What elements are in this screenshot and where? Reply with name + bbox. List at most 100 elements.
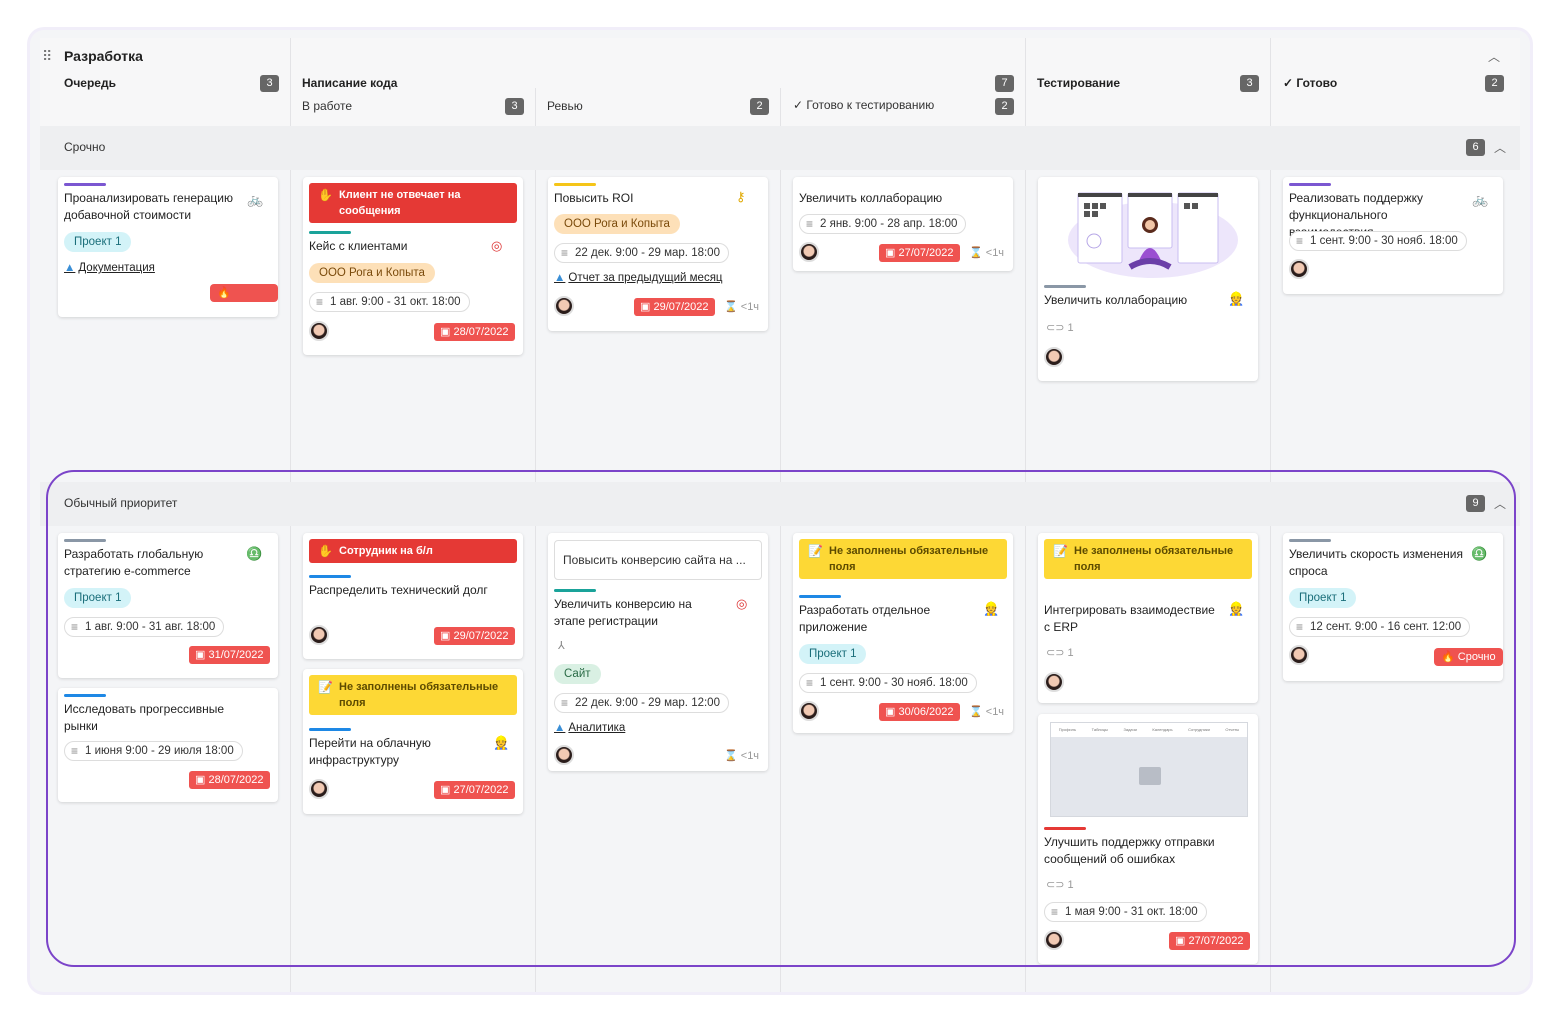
avatar[interactable] (1044, 347, 1064, 367)
chevron-up-icon[interactable]: ︿ (1494, 497, 1507, 511)
card-title: Увеличить конверсию на этапе регистрации (554, 597, 692, 628)
google-drive-icon: ▲ (64, 262, 76, 274)
color-stripe (309, 728, 351, 731)
calendar-icon: ▣ (195, 649, 209, 661)
subcolumn-title-review: Ревью (547, 99, 583, 113)
chevron-up-icon[interactable]: ︿ (1494, 141, 1507, 155)
card-title: Исследовать прогрессивные рынки (64, 702, 225, 733)
task-card[interactable]: Увеличить коллаборацию 👷 ⊂⊃ 1 (1038, 177, 1258, 381)
tag-chip[interactable]: Проект 1 (64, 232, 132, 252)
card-title: Улучшить поддержку отправки сообщений об… (1044, 835, 1215, 866)
calendar-icon: ▣ (440, 784, 454, 796)
warning-banner: 📝 Не заполнены обязательные поля (799, 539, 1007, 579)
date-range[interactable]: 1 сент. 9:00 - 30 нояб. 18:00 (1289, 231, 1467, 251)
avatar[interactable] (1289, 259, 1309, 279)
task-card[interactable]: 📝 Не заполнены обязательные поля Перейти … (303, 669, 523, 814)
date-range[interactable]: 1 авг. 9:00 - 31 окт. 18:00 (309, 292, 470, 312)
due-date-badge: ▣ 27/07/2022 (1169, 932, 1250, 950)
worker-icon: 👷 (1228, 601, 1245, 616)
tag-chip[interactable]: Проект 1 (799, 644, 867, 664)
date-range[interactable]: 12 сент. 9:00 - 16 сент. 12:00 (1289, 617, 1471, 637)
bicycle-icon: 🚲 (1472, 192, 1489, 207)
task-card[interactable]: ✋ Сотрудник на б/л Распределить техническ… (303, 533, 523, 659)
task-card[interactable]: Повысить ROI ⚷ ООО Рога и Копыта 22 дек.… (548, 177, 768, 331)
task-card[interactable]: 📝 Не заполнены обязательные поля Разработ… (793, 533, 1013, 733)
attachment-link[interactable]: ▲ Отчет за предыдущий месяц (554, 272, 723, 284)
hourglass-icon: ⌛ (724, 301, 741, 313)
card-title: Кейс с клиентами (309, 239, 408, 253)
task-card[interactable]: Увеличить скорость изменения спроса ♎ Пр… (1283, 533, 1503, 681)
memo-icon: 📝 (318, 680, 333, 694)
parent-task-link[interactable]: Повысить конверсию сайта на ... (554, 540, 762, 580)
task-card[interactable]: Профиль Таблицы Задачи Календарь Сотрудники О… (1038, 714, 1258, 964)
highlight-frame (46, 470, 1516, 967)
chevron-up-icon[interactable]: ︿ (1488, 50, 1501, 64)
tag-chip[interactable]: ООО Рога и Копыта (309, 263, 435, 283)
date-range[interactable]: 2 янв. 9:00 - 28 апр. 18:00 (799, 214, 967, 234)
column-title-done: ✓ Готово (1283, 76, 1338, 90)
tag-chip[interactable]: Проект 1 (1289, 588, 1357, 608)
calendar-icon: ▣ (640, 301, 654, 313)
column-title-queue: Очередь (64, 76, 116, 90)
date-range[interactable]: 1 авг. 9:00 - 31 авг. 18:00 (64, 617, 225, 637)
fire-icon: 🔥 (1441, 651, 1458, 663)
calendar-icon: ▣ (195, 774, 209, 786)
task-card[interactable]: Увеличить коллаборацию 2 янв. 9:00 - 28 … (793, 177, 1013, 271)
worker-icon: 👷 (983, 601, 1000, 616)
attachment-link[interactable]: ▲ Аналитика (554, 722, 626, 734)
target-icon: ◎ (491, 238, 503, 253)
date-range[interactable]: 22 дек. 9:00 - 29 мар. 12:00 (554, 693, 729, 713)
project-title: Разработка (64, 48, 143, 64)
hourglass-icon: ⌛ (969, 247, 986, 259)
drag-handle-icon[interactable]: ⠿ (42, 48, 52, 64)
due-date-badge: ▣ 30/06/2022 (879, 703, 960, 721)
image-placeholder-icon (1139, 767, 1161, 785)
kanban-board: ⠿ Разработка ︿ Очередь 3 Написание кода … (30, 30, 1530, 992)
attachment-link[interactable]: ▲ Документация (64, 262, 155, 274)
task-card[interactable]: ✋ Клиент не отвечает на сообщения Кейс с … (303, 177, 523, 355)
calendar-icon: ▣ (440, 630, 454, 642)
card-title: Интегрировать взаимодествие с ERP (1044, 603, 1215, 634)
tag-chip[interactable]: ООО Рога и Копыта (554, 214, 680, 234)
comments-count: ⊂⊃ 1 (1046, 879, 1074, 891)
avatar[interactable] (1289, 645, 1309, 665)
board-header: ⠿ Разработка ︿ Очередь 3 Написание кода … (40, 38, 1520, 126)
avatar[interactable] (1044, 930, 1064, 950)
card-cover-screenshot: Профиль Таблицы Задачи Календарь Сотрудники О… (1050, 722, 1248, 817)
avatar[interactable] (799, 242, 819, 262)
date-range[interactable]: 1 сент. 9:00 - 30 нояб. 18:00 (799, 673, 977, 693)
date-range[interactable]: 1 июня 9:00 - 29 июля 18:00 (64, 741, 243, 761)
date-range[interactable]: 1 мая 9:00 - 31 окт. 18:00 (1044, 902, 1207, 922)
avatar[interactable] (309, 625, 329, 645)
avatar[interactable] (554, 745, 574, 765)
stop-hand-icon: ✋ (318, 188, 333, 202)
task-card[interactable]: 📝 Не заполнены обязательные поля Интегрир… (1038, 533, 1258, 703)
column-title-testing: Тестирование (1037, 76, 1121, 90)
warning-banner: 📝 Не заполнены обязательные поля (309, 675, 517, 715)
color-stripe (1044, 827, 1086, 830)
date-range[interactable]: 22 дек. 9:00 - 29 мар. 18:00 (554, 243, 729, 263)
task-card[interactable]: Повысить конверсию сайта на ... Увеличит… (548, 533, 768, 771)
avatar[interactable] (309, 779, 329, 799)
due-date-badge: ▣ 27/07/2022 (434, 781, 515, 799)
avatar[interactable] (799, 701, 819, 721)
task-card[interactable]: Исследовать прогрессивные рынки 1 июня 9… (58, 688, 278, 802)
task-card[interactable]: Проанализировать генерацию добавочной ст… (58, 177, 278, 317)
color-stripe (309, 231, 351, 234)
memo-icon: 📝 (808, 544, 823, 558)
task-card[interactable]: Разработать глобальную стратегию e-comme… (58, 533, 278, 678)
swimlane-header-urgent[interactable]: Срочно 6 ︿ (40, 126, 1520, 170)
avatar[interactable] (554, 296, 574, 316)
avatar[interactable] (309, 321, 329, 341)
comments-count: ⊂⊃ 1 (1046, 647, 1074, 659)
calendar-icon: ▣ (440, 326, 454, 338)
calendar-sign-icon: ♎ (246, 546, 263, 561)
color-stripe (1044, 285, 1086, 288)
tag-chip[interactable]: Проект 1 (64, 588, 132, 608)
tag-chip[interactable]: Сайт (554, 664, 601, 684)
task-card[interactable]: Реализовать поддержку функционального вз… (1283, 177, 1503, 294)
avatar[interactable] (1044, 672, 1064, 692)
paperclip-icon: ⊂⊃ (1046, 647, 1068, 659)
column-count-done: 2 (1485, 75, 1504, 92)
swimlane-header-normal[interactable]: Обычный приоритет 9 ︿ (40, 482, 1520, 526)
